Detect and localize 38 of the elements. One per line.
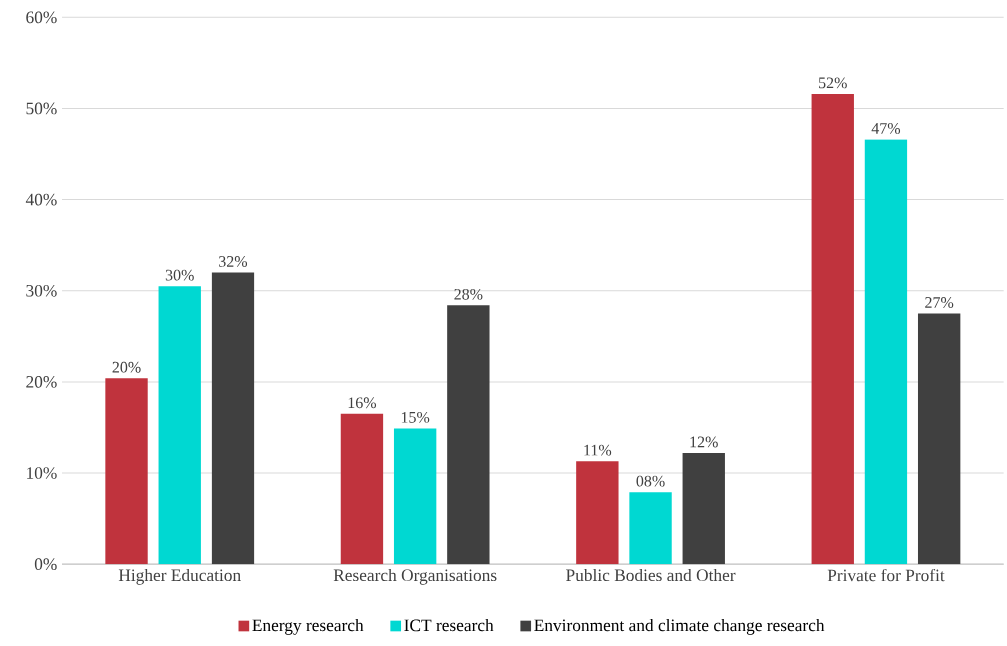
data-label: 11% — [584, 444, 612, 456]
y-tick-label: 50% — [26, 102, 57, 115]
bar — [864, 139, 908, 565]
y-tick-label: 30% — [26, 285, 57, 297]
bar — [393, 428, 437, 565]
data-label: 30% — [165, 269, 194, 281]
data-label: 52% — [819, 77, 847, 89]
bar — [447, 305, 490, 565]
data-label: 16% — [348, 397, 377, 409]
x-tick-label: Public Bodies and Other — [566, 569, 736, 582]
bar — [105, 378, 148, 565]
bar — [682, 453, 725, 565]
data-label: 15% — [401, 412, 430, 424]
data-label: 27% — [925, 297, 954, 309]
bar — [211, 272, 255, 565]
x-tick-label: Private for Profit — [827, 569, 945, 582]
data-label: 12% — [690, 436, 718, 448]
y-tick-label: 0% — [34, 558, 57, 571]
legend-label: Environment and climate change research — [534, 619, 825, 635]
y-tick-label: 60% — [26, 11, 57, 24]
legend-label: Energy research — [252, 619, 364, 635]
data-label: 28% — [454, 289, 483, 300]
bar — [158, 286, 201, 565]
y-tick-label: 40% — [25, 193, 57, 206]
x-tick-label: Higher Education — [118, 569, 241, 585]
x-tick-label: Research Organisations — [333, 569, 497, 585]
bar — [811, 94, 854, 565]
bar — [340, 414, 384, 565]
data-label: 20% — [112, 362, 141, 373]
bar — [576, 461, 619, 565]
data-label: 47% — [871, 123, 901, 135]
bar — [917, 313, 961, 565]
y-tick-label: 10% — [27, 467, 57, 480]
data-label: 08% — [636, 475, 665, 487]
bar — [629, 492, 672, 565]
legend-label: ICT research — [404, 619, 494, 632]
y-tick-label: 20% — [26, 376, 57, 389]
data-label: 32% — [219, 256, 248, 268]
